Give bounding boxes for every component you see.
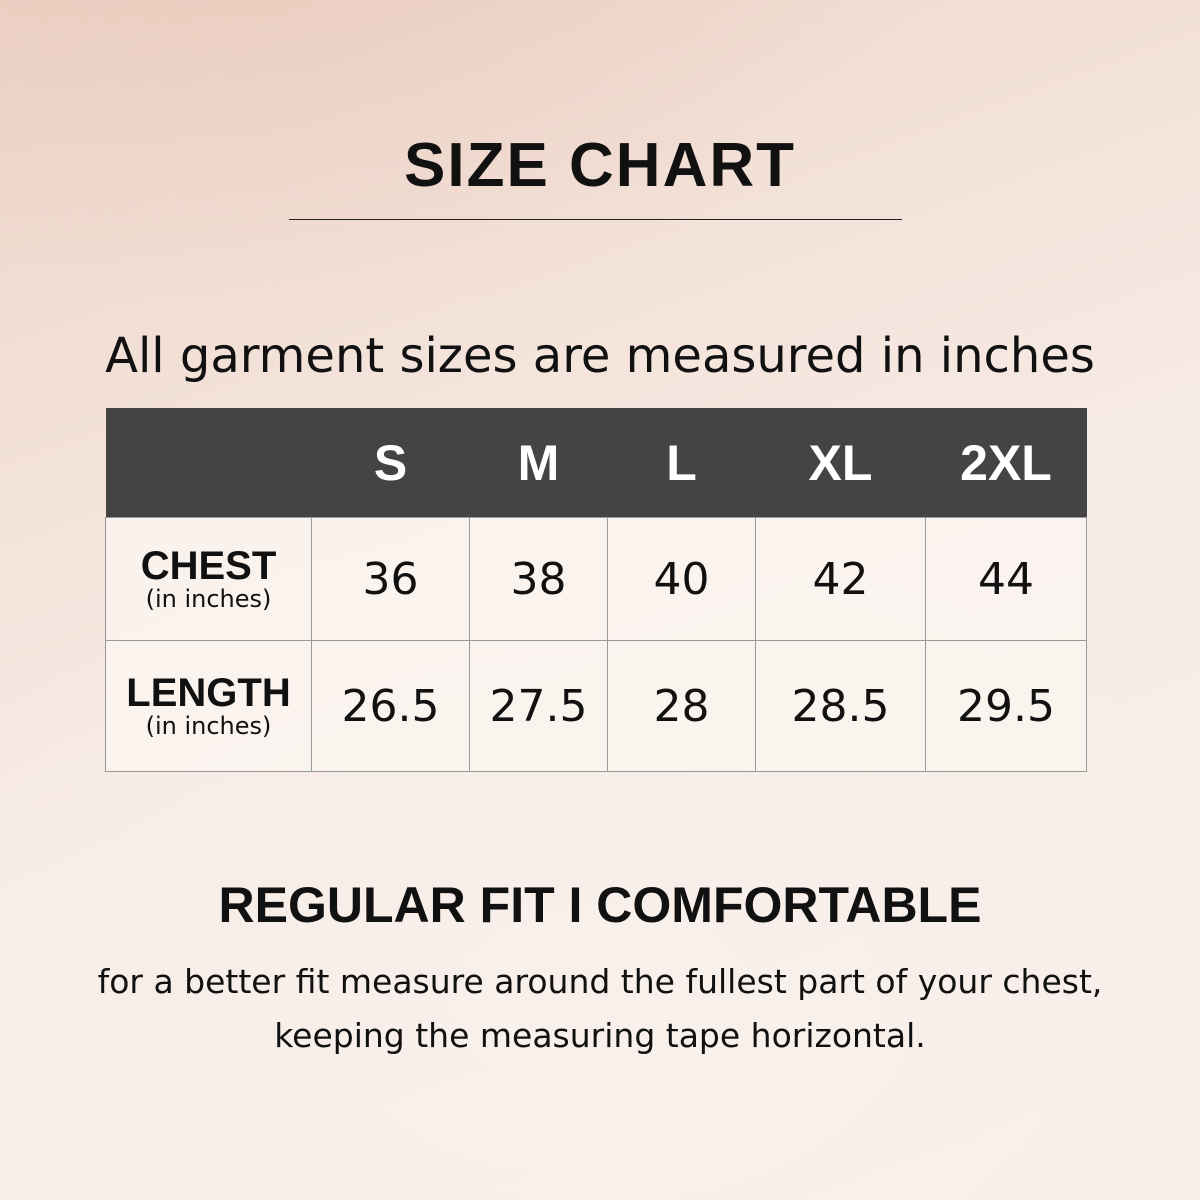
header-size: M bbox=[469, 408, 608, 518]
row-label-text: CHEST bbox=[140, 544, 277, 588]
table-cell: 42 bbox=[755, 517, 926, 641]
table-cell: 36 bbox=[311, 517, 470, 641]
table-cell: 28 bbox=[607, 640, 756, 772]
table-cell: 44 bbox=[925, 517, 1087, 641]
measure-note: for a better fit measure around the full… bbox=[0, 955, 1200, 1063]
header-empty bbox=[105, 408, 312, 518]
size-table: S M L XL 2XL CHEST (in inches) 36 38 40 4… bbox=[105, 408, 1087, 772]
table-cell: 29.5 bbox=[925, 640, 1087, 772]
row-label: CHEST (in inches) bbox=[105, 517, 312, 641]
row-unit: (in inches) bbox=[145, 712, 272, 740]
subtitle: All garment sizes are measured in inches bbox=[105, 328, 1095, 384]
table-row: LENGTH (in inches) 26.5 27.5 28 28.5 29.5 bbox=[105, 640, 1087, 772]
title-divider bbox=[289, 219, 902, 220]
table-row: CHEST (in inches) 36 38 40 42 44 bbox=[105, 517, 1087, 641]
header-size: S bbox=[311, 408, 470, 518]
table-cell: 38 bbox=[469, 517, 608, 641]
page-title: SIZE CHART bbox=[404, 131, 796, 200]
header-size: 2XL bbox=[925, 408, 1087, 518]
header-size: L bbox=[607, 408, 756, 518]
table-cell: 26.5 bbox=[311, 640, 470, 772]
note-line: for a better fit measure around the full… bbox=[97, 962, 1103, 1001]
header-size: XL bbox=[755, 408, 926, 518]
fit-heading: REGULAR FIT I COMFORTABLE bbox=[218, 877, 982, 933]
table-cell: 27.5 bbox=[469, 640, 608, 772]
row-label: LENGTH (in inches) bbox=[105, 640, 312, 772]
note-line: keeping the measuring tape horizontal. bbox=[274, 1016, 926, 1055]
table-header: S M L XL 2XL bbox=[105, 408, 1087, 518]
table-cell: 40 bbox=[607, 517, 756, 641]
row-unit: (in inches) bbox=[145, 585, 272, 613]
table-cell: 28.5 bbox=[755, 640, 926, 772]
row-label-text: LENGTH bbox=[126, 671, 291, 715]
